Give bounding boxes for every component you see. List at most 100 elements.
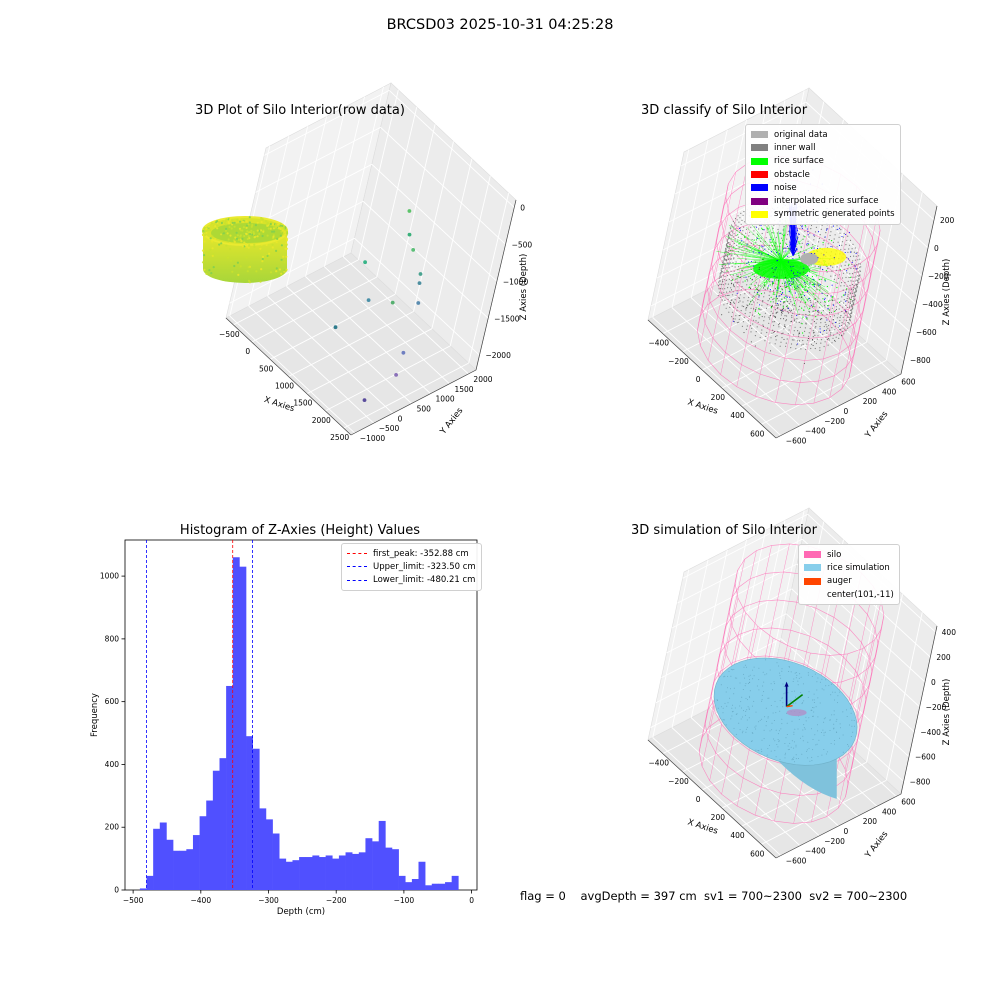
inner-wall-point <box>842 289 844 291</box>
inner-wall-point <box>745 232 747 234</box>
histogram-bar <box>179 850 187 890</box>
inner-wall-point <box>847 306 849 309</box>
inner-wall-point <box>815 322 817 324</box>
point-cloud-point <box>224 222 227 225</box>
rice-surface-point <box>822 242 824 244</box>
inner-wall-point <box>721 279 724 281</box>
inner-wall-point <box>778 249 780 251</box>
grid-line <box>710 287 839 407</box>
rice-surface-point <box>794 276 796 278</box>
rice-mesh-point <box>786 734 788 735</box>
inner-wall-point <box>848 313 851 315</box>
noise-point <box>747 261 749 263</box>
rice-mesh-point <box>746 666 747 668</box>
inner-wall-point <box>741 325 744 327</box>
grid-line <box>288 311 414 377</box>
floor-point <box>774 309 776 311</box>
inner-wall-point <box>814 327 816 329</box>
x-tick-label: 0 <box>245 347 250 356</box>
inner-wall-point <box>796 344 798 346</box>
inner-wall-point <box>852 280 854 282</box>
inner-wall-point <box>836 302 838 304</box>
inner-wall-point <box>753 315 755 317</box>
figure-suptitle: BRCSD03 2025-10-31 04:25:28 <box>386 17 614 33</box>
inner-wall-point <box>755 241 757 243</box>
point-cloud-point <box>247 235 250 238</box>
rice-mesh-point <box>817 730 819 732</box>
floor-point <box>834 339 836 341</box>
noise-point <box>847 258 850 260</box>
histogram-bar <box>425 885 433 890</box>
rice-mesh-point <box>734 707 736 709</box>
inner-wall-point <box>726 251 728 253</box>
grid-line <box>767 510 805 679</box>
histogram-bar <box>232 557 240 890</box>
floor-point <box>784 326 786 328</box>
rice-mesh-point <box>769 730 771 732</box>
rice-mesh-point <box>806 749 808 751</box>
rice-mesh-point <box>724 702 726 704</box>
point-cloud-point <box>220 242 223 245</box>
inner-wall-point <box>735 224 737 226</box>
inner-wall-point <box>762 249 765 251</box>
grid-line <box>267 296 393 414</box>
inner-wall-point <box>853 264 856 266</box>
noise-point <box>788 281 790 283</box>
rice-mesh-point <box>808 717 810 719</box>
histogram-title: Histogram of Z-Axies (Height) Values <box>179 523 421 538</box>
floor-point <box>758 267 760 269</box>
inner-wall-point <box>773 321 776 323</box>
legend-entry-noise: noise <box>751 181 895 194</box>
rice-surface-point <box>800 246 802 248</box>
inner-wall-point <box>768 294 770 296</box>
inner-wall-point <box>733 246 735 248</box>
floor-point <box>812 310 814 312</box>
inner-wall-point <box>740 269 743 271</box>
inner-wall-point <box>834 340 836 342</box>
rice-mesh-point <box>837 695 839 697</box>
rice-mesh-point <box>780 728 782 730</box>
inner-wall-point <box>779 345 781 347</box>
floor-point <box>804 283 806 285</box>
point-cloud-point <box>236 218 239 222</box>
rice-mesh-point <box>743 673 745 675</box>
rice-surface-point <box>753 239 755 241</box>
point-cloud-point <box>216 224 219 227</box>
rice-surface-point <box>805 272 807 274</box>
floor-point <box>809 311 811 313</box>
inner-wall-point <box>743 316 745 318</box>
x-tick-label: −400 <box>648 759 669 768</box>
inner-wall-point <box>747 276 750 278</box>
legend-entry-symmetric: symmetric generated points <box>751 208 895 221</box>
rice-mesh-point <box>801 753 803 755</box>
histogram-bar <box>139 888 147 890</box>
inner-wall-point <box>726 274 729 277</box>
point-cloud-point <box>241 245 244 248</box>
inner-wall-point <box>850 316 852 318</box>
inner-wall-point <box>855 283 857 285</box>
noise-point <box>758 251 760 254</box>
rice-mesh-point <box>853 720 855 721</box>
rice-mesh-point <box>779 710 781 712</box>
rice-mesh-point <box>765 725 767 727</box>
rice-surface-point <box>793 302 795 304</box>
rice-mesh-point <box>807 696 809 698</box>
histogram-bar <box>246 736 253 890</box>
rice-surface-point <box>744 235 746 237</box>
inner-wall-point <box>854 247 856 249</box>
inner-wall-point <box>854 272 856 274</box>
noise-point <box>763 229 765 231</box>
inner-wall-point <box>825 336 827 339</box>
axis-line <box>900 205 938 375</box>
inner-wall-point <box>792 334 795 336</box>
inner-wall-point <box>735 234 737 237</box>
grid-line <box>305 106 346 277</box>
noise-point <box>797 285 799 287</box>
legend-swatch <box>804 551 821 559</box>
noise-point <box>849 251 851 253</box>
noise-point <box>741 240 743 242</box>
legend-entry-inner-wall: inner wall <box>751 141 895 154</box>
histogram-bar <box>279 858 287 890</box>
legend-swatch <box>751 144 768 152</box>
inner-wall-point <box>754 246 756 248</box>
